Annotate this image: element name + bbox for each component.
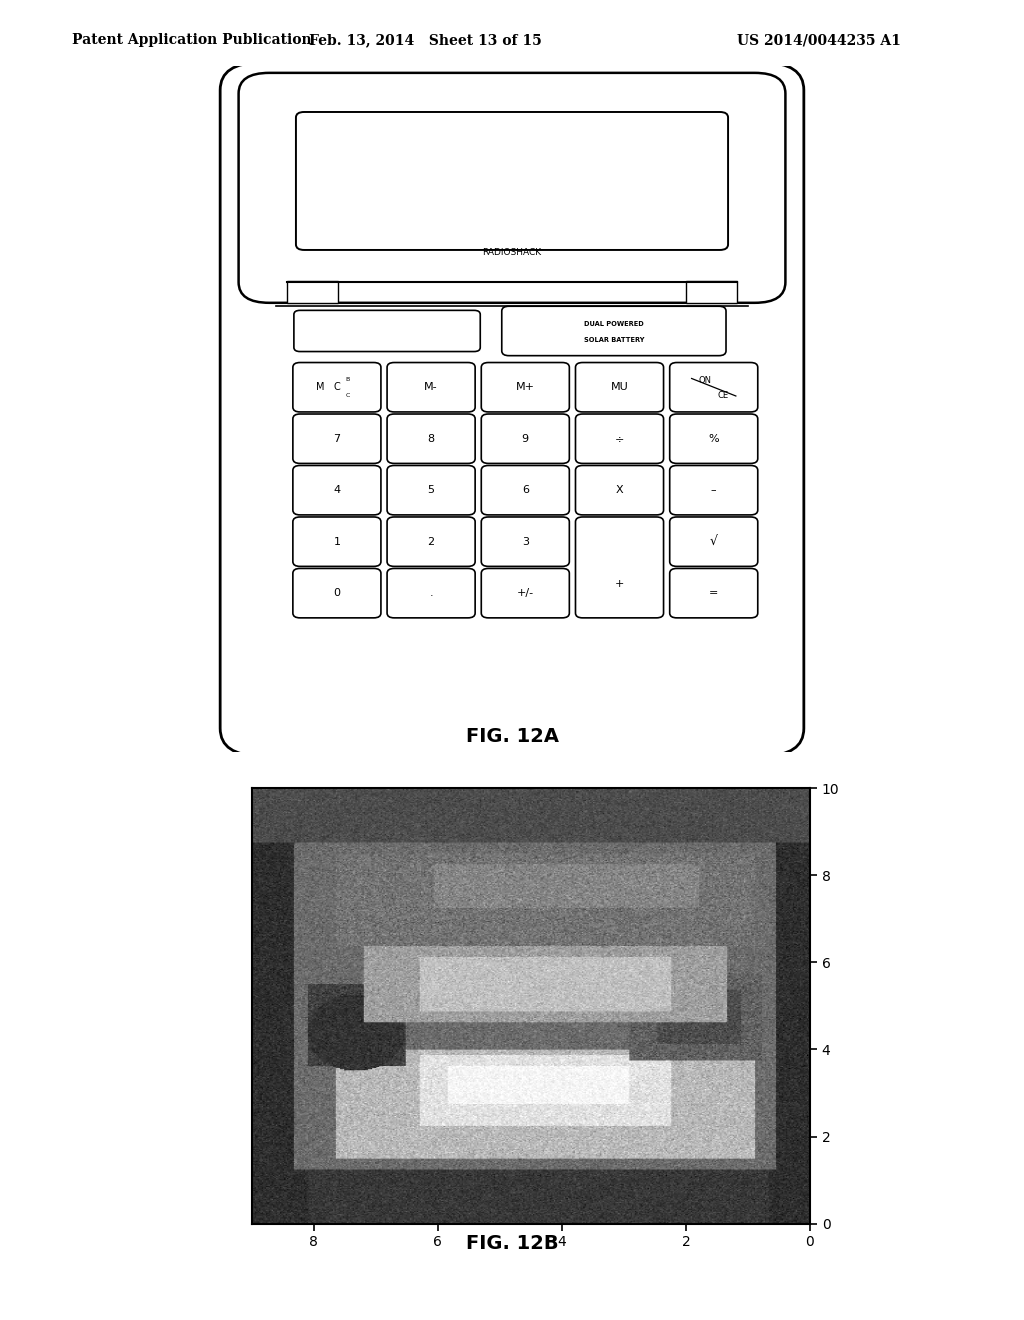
FancyBboxPatch shape (387, 466, 475, 515)
FancyBboxPatch shape (387, 517, 475, 566)
Text: RADIOSHACK: RADIOSHACK (482, 248, 542, 257)
Text: B: B (346, 376, 350, 381)
Text: M+: M+ (516, 383, 535, 392)
Text: 3: 3 (522, 537, 528, 546)
Bar (287, 281, 338, 302)
FancyBboxPatch shape (481, 414, 569, 463)
FancyBboxPatch shape (387, 414, 475, 463)
Text: C: C (346, 393, 350, 399)
Text: FIG. 12B: FIG. 12B (466, 1234, 558, 1253)
FancyBboxPatch shape (293, 466, 381, 515)
FancyBboxPatch shape (293, 569, 381, 618)
Text: Patent Application Publication: Patent Application Publication (72, 33, 311, 48)
Text: %: % (709, 434, 719, 444)
Text: 9: 9 (522, 434, 528, 444)
Text: M: M (316, 383, 325, 392)
FancyBboxPatch shape (293, 517, 381, 566)
Text: 0: 0 (334, 589, 340, 598)
FancyBboxPatch shape (481, 363, 569, 412)
Text: √: √ (710, 535, 718, 548)
Text: ÷: ÷ (614, 434, 625, 444)
Text: DUAL POWERED: DUAL POWERED (584, 321, 644, 327)
FancyBboxPatch shape (293, 414, 381, 463)
Text: 4: 4 (334, 486, 340, 495)
FancyBboxPatch shape (670, 466, 758, 515)
Text: –: – (711, 486, 717, 495)
Text: ON: ON (698, 376, 712, 384)
FancyBboxPatch shape (294, 310, 480, 351)
Text: .: . (429, 589, 433, 598)
Text: 6: 6 (522, 486, 528, 495)
Text: +/-: +/- (517, 589, 534, 598)
FancyBboxPatch shape (481, 466, 569, 515)
FancyBboxPatch shape (481, 569, 569, 618)
Text: Feb. 13, 2014   Sheet 13 of 15: Feb. 13, 2014 Sheet 13 of 15 (308, 33, 542, 48)
Text: CE: CE (717, 392, 728, 400)
Text: 8: 8 (428, 434, 434, 444)
FancyBboxPatch shape (575, 414, 664, 463)
FancyBboxPatch shape (670, 414, 758, 463)
Text: X: X (615, 486, 624, 495)
Text: C: C (334, 383, 340, 392)
Text: SOLAR BATTERY: SOLAR BATTERY (584, 337, 644, 343)
FancyBboxPatch shape (670, 517, 758, 566)
FancyBboxPatch shape (670, 363, 758, 412)
FancyBboxPatch shape (670, 569, 758, 618)
FancyBboxPatch shape (575, 466, 664, 515)
FancyBboxPatch shape (220, 62, 804, 756)
Text: 1: 1 (334, 537, 340, 546)
Text: FIG. 12A: FIG. 12A (466, 726, 558, 746)
Bar (686, 281, 737, 302)
FancyBboxPatch shape (387, 363, 475, 412)
FancyBboxPatch shape (575, 363, 664, 412)
Text: 7: 7 (334, 434, 340, 444)
Text: =: = (709, 589, 719, 598)
FancyBboxPatch shape (296, 112, 728, 249)
Text: MU: MU (610, 383, 629, 392)
FancyBboxPatch shape (502, 306, 726, 355)
Text: +: + (614, 579, 625, 589)
FancyBboxPatch shape (293, 363, 381, 412)
Text: 5: 5 (428, 486, 434, 495)
FancyBboxPatch shape (481, 517, 569, 566)
FancyBboxPatch shape (239, 73, 785, 302)
Text: 2: 2 (428, 537, 434, 546)
FancyBboxPatch shape (575, 517, 664, 618)
FancyBboxPatch shape (387, 569, 475, 618)
Text: US 2014/0044235 A1: US 2014/0044235 A1 (737, 33, 901, 48)
Text: M-: M- (424, 383, 438, 392)
